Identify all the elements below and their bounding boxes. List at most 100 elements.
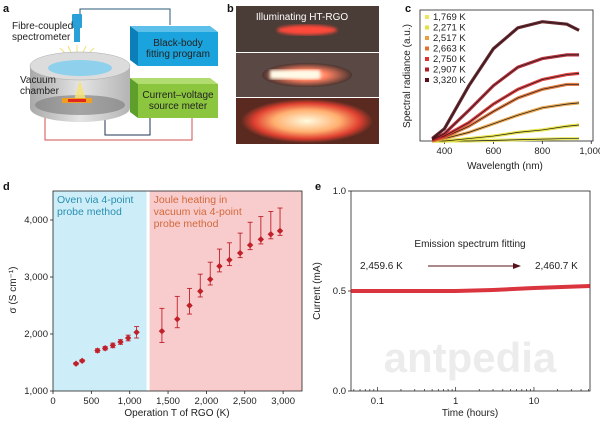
c-xtick-label: 800	[534, 146, 550, 157]
d-data-point	[186, 302, 193, 309]
box1-line1: Black-body	[153, 38, 202, 49]
d-data-point	[101, 345, 109, 352]
box2-line2: source meter	[149, 101, 208, 112]
fibre-cable	[79, 8, 171, 25]
e-ytick-label: 1.0	[333, 186, 346, 197]
d-region-label: vacuum via 4-point	[154, 206, 242, 218]
e-annotation-start: 2,459.6 K	[360, 261, 403, 272]
panel-label-e: e	[315, 181, 321, 193]
d-xtick-label: 500	[83, 396, 99, 407]
d-region-label: Joule heating in	[154, 194, 228, 206]
d-data-point	[207, 276, 214, 283]
panel-c-chart: Spectral radiance (a.u.) Wavelength (nm)…	[402, 9, 600, 172]
d-ylabel: σ (S cm⁻¹)	[8, 267, 19, 314]
d-region-oven	[53, 191, 147, 391]
d-data-point	[216, 262, 223, 270]
d-region-joule	[149, 191, 302, 391]
d-xtick-label: 1,000	[118, 396, 142, 407]
c-series-fit-line	[432, 102, 580, 142]
d-region-label: probe method	[154, 218, 219, 230]
d-data-point	[94, 347, 101, 354]
e-ytick-label: 0.0	[333, 386, 346, 397]
d-xtick-label: 3,000	[271, 396, 295, 407]
e-xtick-label: 1	[453, 396, 458, 407]
d-data-point	[276, 227, 284, 235]
e-current-series	[351, 284, 591, 293]
d-data-point	[117, 338, 124, 346]
c-legend-marker	[425, 67, 429, 72]
d-data-point	[78, 357, 86, 364]
c-legend-marker	[425, 15, 429, 19]
d-data-point	[109, 342, 117, 349]
watermark-logo: antpedia	[384, 334, 557, 381]
d-data-point	[72, 360, 80, 367]
c-series-fit-line	[432, 124, 580, 142]
emission-cone	[74, 80, 86, 100]
spectrometer-body	[74, 28, 80, 42]
d-xlabel: Operation T of RGO (K)	[124, 408, 229, 419]
c-ylabel: Spectral radiance (a.u.)	[402, 24, 413, 128]
c-legend-label: 2,517 K	[433, 33, 466, 44]
panel-b-photos: Illuminating HT-RGO	[236, 6, 379, 144]
c-legend-label: 2,750 K	[433, 54, 466, 65]
d-data-point	[267, 231, 275, 238]
c-series-fit-line	[432, 21, 580, 139]
c-legend-marker	[425, 25, 429, 30]
c-legend-label: 2,663 K	[433, 44, 466, 55]
d-data-point	[226, 256, 233, 264]
d-ytick-label: 4,000	[24, 215, 48, 226]
d-data-point	[257, 236, 265, 243]
d-xtick-label: 0	[50, 396, 55, 407]
spectrometer-label-2: spectrometer	[12, 32, 71, 43]
e-xtick-label: 10	[529, 396, 540, 407]
c-xlabel: Wavelength (nm)	[467, 161, 543, 172]
c-xtick-label: 600	[485, 146, 501, 157]
d-data-point	[124, 334, 132, 342]
d-ytick-label: 1,000	[24, 386, 48, 397]
source-meter-box: Current–voltage source meter	[130, 78, 218, 118]
panel-label-c: c	[405, 3, 411, 15]
c-legend-label: 1,769 K	[433, 12, 466, 23]
panel-label-d: d	[3, 181, 10, 193]
c-xtick-label: 400	[437, 146, 453, 157]
c-legend-label: 3,320 K	[433, 75, 466, 86]
spectrometer-icon	[72, 14, 82, 28]
e-xtick-label: 0.1	[371, 396, 384, 407]
e-annotation-end: 2,460.7 K	[535, 261, 578, 272]
c-legend-marker	[425, 57, 429, 61]
c-legend-marker	[425, 78, 429, 82]
d-ytick-label: 2,000	[24, 329, 48, 340]
arrow-head-icon	[513, 263, 521, 269]
box2-line1: Current–voltage	[142, 90, 214, 101]
viewport-window	[48, 60, 112, 76]
spectrometer-label-1: Fibre-coupled	[12, 21, 73, 32]
panel-e-chart: antpedia Current (mA) Time (hours) Emiss…	[312, 186, 591, 419]
c-series-fit-line	[432, 54, 580, 141]
d-xtick-label: 1,500	[156, 396, 180, 407]
d-xtick-label: 2,500	[233, 396, 257, 407]
c-xtick-label: 1,000	[579, 146, 600, 157]
chamber-label-1: Vacuum	[20, 75, 56, 86]
d-data-point	[246, 241, 254, 249]
d-ytick-label: 3,000	[24, 272, 48, 283]
panel-label-a: a	[3, 3, 10, 15]
e-xlabel: Time (hours)	[442, 408, 498, 419]
e-ylabel: Current (mA)	[312, 262, 323, 320]
panel-a-schematic: Fibre-coupled spectrometer Vacuum chambe…	[12, 8, 218, 141]
panel-label-b: b	[227, 3, 234, 15]
d-data-point	[236, 249, 244, 257]
d-xtick-label: 2,000	[195, 396, 219, 407]
d-data-point	[197, 288, 204, 295]
d-data-point	[174, 315, 181, 323]
c-legend-label: 2,907 K	[433, 65, 466, 76]
d-plot-frame	[52, 190, 303, 392]
rgo-sample	[68, 99, 86, 102]
c-legend-marker	[425, 36, 429, 40]
photo-title: Illuminating HT-RGO	[256, 12, 348, 23]
c-series-fit-line	[432, 73, 580, 141]
d-data-point	[133, 329, 140, 336]
e-annotation-title: Emission spectrum fitting	[414, 239, 525, 250]
d-region-label: probe method	[57, 206, 122, 218]
